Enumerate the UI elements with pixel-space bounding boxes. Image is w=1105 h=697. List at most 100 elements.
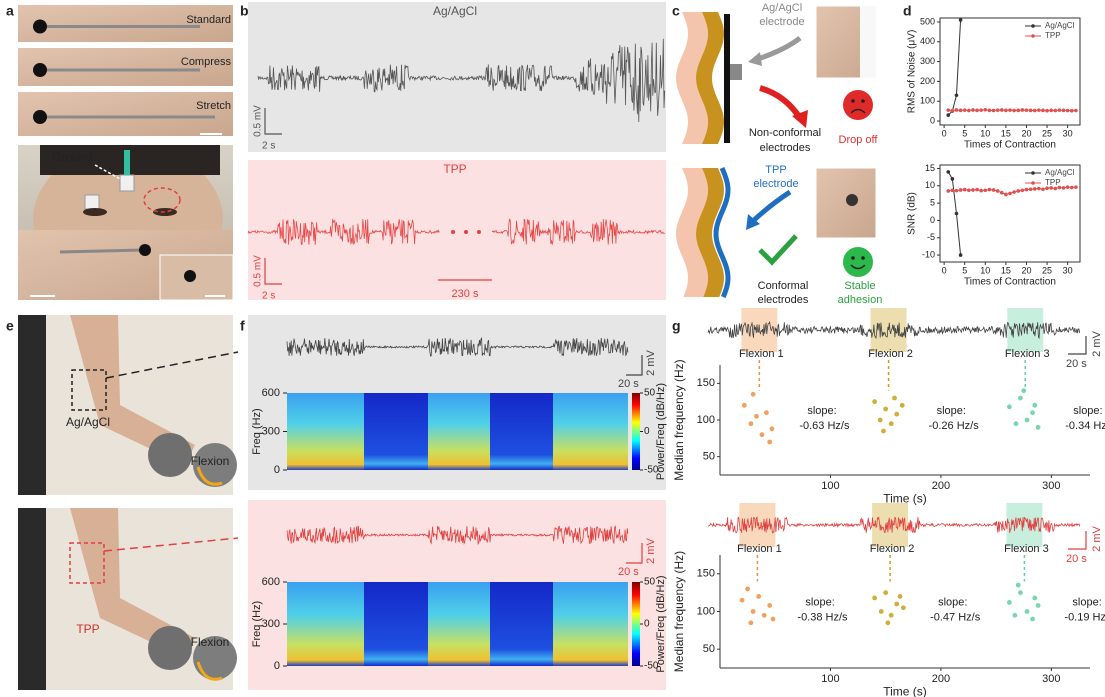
scatter-point [883,407,888,412]
x-tick-label: 15 [1001,128,1011,138]
scatter-point [754,414,759,419]
x-axis-label: Times of Contraction [964,276,1056,287]
spectrogram-active [553,393,628,470]
spectrogram-active [428,582,490,666]
line-marker [1025,188,1029,192]
line-marker [1066,109,1070,113]
line-marker [946,189,950,193]
line-marker [959,18,963,22]
photo-electrode [184,270,196,282]
colorbar-tick-label: 0 [644,619,650,630]
line-marker [1074,185,1078,189]
rigid-electrode [724,14,730,143]
scatter-point [898,594,903,599]
scatter-point [762,613,767,618]
line-marker [955,212,959,216]
label: 2 s [262,141,275,152]
page: abcdefgStandardCompressStretchGroundAg/A… [0,0,1105,697]
x-tick-label: 5 [962,128,967,138]
annotation: slope: [938,596,967,608]
scatter-point [740,598,745,603]
line-marker [1062,186,1066,190]
label: TPP [76,622,99,636]
y-tick-label: 10 [925,180,935,190]
line-marker [1000,191,1004,195]
photo-electrode [33,63,47,77]
y-tick-label: 0 [274,464,280,476]
flexion-band [871,308,907,352]
spectrogram-active [428,393,490,470]
line-marker [967,109,971,113]
y-axis-label: RMS of Noise (μV) [907,30,918,114]
scatter-point [756,594,761,599]
x-tick-label: 0 [942,128,947,138]
colorbar [632,393,640,470]
y-axis-label: Median frequency (Hz) [672,359,686,480]
legend-marker [1031,181,1035,185]
annotation: slope: [1073,405,1102,417]
line-marker [1016,189,1020,193]
annotation: -0.38 Hz/s [797,611,848,623]
flexion-label: Flexion 3 [1004,543,1049,555]
scatter-point [749,620,754,625]
scatter-point [889,613,894,618]
scatter-point [892,396,897,401]
scatter-point [1036,603,1041,608]
panel-letter: f [240,318,245,334]
line-marker [983,188,987,192]
x-tick-label: 30 [1063,265,1073,275]
colorbar [632,582,640,666]
scatter-point [1016,583,1021,588]
label: electrodes [758,294,809,306]
arrow [752,192,790,222]
label: electrodes [760,142,811,154]
photo-electrode [85,195,99,209]
photo-dumbbell [148,433,192,477]
y-tick-label: 0 [930,115,935,125]
label: TPP [443,162,466,176]
scale-bar [1068,336,1086,354]
label: Standard [186,14,231,26]
scatter-point [751,392,756,397]
y-tick-label: 300 [920,56,935,66]
label: 2 mV [645,350,657,376]
scatter-point [881,429,886,434]
line-marker [946,108,950,112]
y-tick-label: 100 [920,96,935,106]
y-tick-label: 300 [262,425,280,437]
line-marker [946,113,950,117]
legend-marker [1031,34,1035,38]
label: Drop off [839,134,879,146]
x-tick-label: 300 [1042,480,1060,492]
arrowhead [748,52,762,66]
annotation: slope: [805,596,834,608]
face-sad [843,90,873,120]
line-marker [1037,187,1041,191]
panel-letter: d [903,3,912,19]
flexion-label: Flexion 1 [739,348,784,360]
spectrogram-active [553,582,628,666]
scatter-point [742,403,747,408]
line-marker [1037,108,1041,112]
label: 20 s [618,378,639,390]
line-marker [951,177,955,181]
face-eye [851,99,855,103]
scatter-point [889,421,894,426]
photo-cable [60,250,145,252]
colorbar-tick-label: 50 [644,388,656,399]
scatter-point [1012,613,1017,618]
annotation: slope: [807,405,836,417]
line-marker [988,188,992,192]
line-marker [1004,109,1008,113]
annotation: -0.34 Hz/s [1065,420,1105,432]
scatter-point [1014,421,1019,426]
scatter-point [1018,396,1023,401]
y-tick-label: 600 [262,387,280,399]
line-marker [996,189,1000,193]
label: 20 s [618,566,639,578]
annotation: -0.63 Hz/s [799,420,850,432]
line-marker [1074,109,1078,113]
x-tick-label: 200 [932,673,950,685]
colorbar-tick-label: 50 [644,577,656,588]
line-marker [971,108,975,112]
